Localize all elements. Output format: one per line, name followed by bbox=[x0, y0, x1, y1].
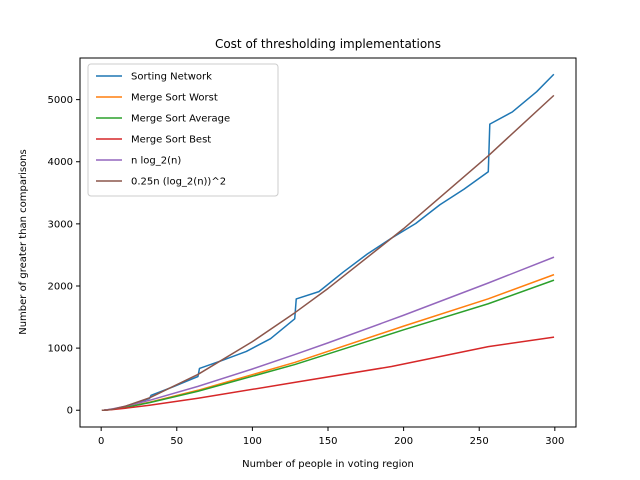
x-axis-ticks: 0 50 100 150 200 250 300 bbox=[98, 427, 564, 447]
x-tick-label: 0 bbox=[98, 436, 104, 447]
y-tick-label: 1000 bbox=[48, 344, 73, 355]
y-tick-label: 4000 bbox=[48, 157, 73, 168]
series-line-0-25n-log-2-n-2 bbox=[101, 94, 555, 411]
legend-label-merge-sort-average: Merge Sort Average bbox=[131, 114, 230, 125]
x-tick-label: 200 bbox=[394, 436, 413, 447]
legend-box bbox=[87, 63, 279, 197]
y-tick-label: 5000 bbox=[48, 95, 73, 106]
legend-label-0-25n-log-2-n-2: 0.25n (log_2(n))^2 bbox=[131, 177, 226, 188]
y-tick-label: 2000 bbox=[48, 281, 73, 292]
x-tick-label: 150 bbox=[318, 436, 337, 447]
x-tick-label: 100 bbox=[243, 436, 262, 447]
chart-title: Cost of thresholding implementations bbox=[215, 37, 441, 51]
x-tick-label: 50 bbox=[170, 436, 183, 447]
plot-frame bbox=[79, 57, 577, 428]
y-tick-label: 3000 bbox=[48, 219, 73, 230]
legend-label-merge-sort-worst: Merge Sort Worst bbox=[131, 93, 218, 104]
y-tick-label: 0 bbox=[67, 406, 73, 417]
legend-label-n-log-2-n: n log_2(n) bbox=[131, 156, 181, 167]
series-lines bbox=[101, 73, 555, 412]
y-axis-label: Number of greater than comparisons bbox=[18, 149, 29, 335]
y-axis-ticks: 0 1000 2000 3000 4000 5000 bbox=[48, 95, 80, 417]
x-tick-label: 300 bbox=[545, 436, 564, 447]
x-axis-label: Number of people in voting region bbox=[242, 459, 414, 470]
legend-label-sorting-network: Sorting Network bbox=[131, 72, 212, 83]
legend-label-merge-sort-best: Merge Sort Best bbox=[131, 135, 211, 146]
legend: Sorting Network Merge Sort Worst Merge Sor… bbox=[87, 63, 279, 197]
x-tick-label: 250 bbox=[470, 436, 489, 447]
